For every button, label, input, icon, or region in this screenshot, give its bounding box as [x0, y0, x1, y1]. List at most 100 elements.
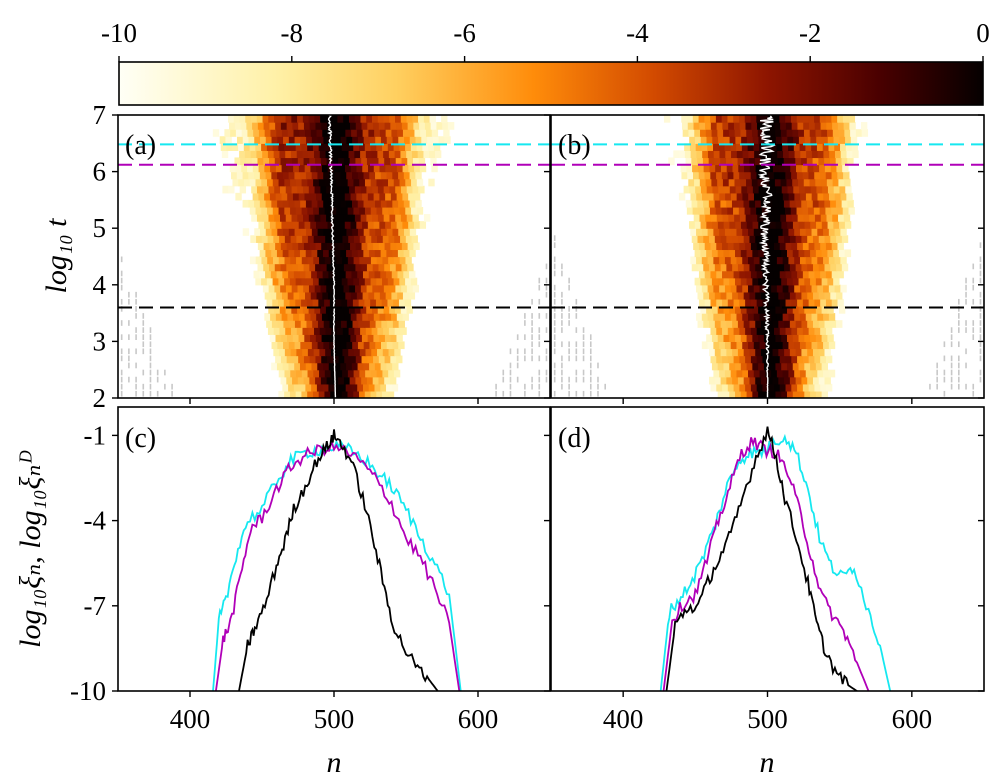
heat-cell [745, 242, 752, 251]
heat-cell [262, 185, 270, 194]
heat-cell [242, 199, 249, 208]
heat-cell [736, 284, 743, 293]
heat-cell [288, 362, 295, 371]
heat-cell [710, 122, 718, 130]
heat-cell [360, 306, 367, 314]
heat-gray-cell [958, 355, 960, 362]
heat-cell [832, 178, 840, 187]
heat-cell [823, 341, 830, 350]
heat-cell [701, 341, 709, 350]
heat-cell [310, 129, 318, 137]
heat-cell [689, 136, 696, 144]
heat-cell [786, 129, 793, 137]
heat-cell [363, 199, 370, 208]
heat-cell [298, 334, 305, 342]
heat-cell [333, 334, 340, 342]
heat-cell [826, 214, 833, 222]
heat-gray-cell [509, 369, 512, 376]
heat-cell [781, 277, 788, 286]
heat-cell [687, 115, 694, 123]
heat-cell [762, 270, 769, 279]
heat-cell [841, 235, 849, 243]
heat-cell [779, 206, 786, 215]
heat-cell [385, 192, 392, 201]
heat-cell [396, 242, 403, 251]
heat-cell [275, 313, 283, 321]
heat-cell [831, 270, 839, 279]
heat-gray-cell [979, 277, 982, 284]
heat-cell [699, 122, 706, 130]
heat-cell [398, 298, 406, 307]
heat-cell [730, 256, 738, 265]
heat-cell [828, 369, 836, 378]
heat-cell [388, 348, 395, 357]
heat-cell [387, 277, 395, 286]
heat-cell [705, 214, 712, 222]
heat-cell [267, 327, 275, 335]
heat-cell [817, 313, 824, 321]
heat-cell [315, 355, 322, 364]
heat-gray-cell [120, 306, 123, 312]
heat-cell [365, 235, 372, 243]
heat-cell [720, 291, 727, 300]
heat-cell [704, 242, 712, 251]
heat-cell [757, 214, 764, 222]
heat-cell [761, 291, 768, 300]
heat-cell [733, 115, 740, 123]
heat-cell [727, 206, 734, 215]
heat-cell [697, 235, 704, 243]
heat-cell [328, 291, 335, 300]
heat-cell [348, 327, 355, 335]
heat-cell [771, 150, 778, 159]
heat-cell [830, 291, 837, 300]
heat-cell [769, 334, 777, 342]
heat-cell [380, 270, 387, 279]
heat-cell [257, 122, 265, 130]
heat-cell [795, 291, 803, 300]
heat-cell [272, 256, 280, 265]
heat-cell [807, 376, 814, 385]
heat-cell [722, 270, 729, 279]
heat-cell [716, 298, 723, 307]
heat-cell [773, 355, 781, 364]
heat-cell [297, 284, 304, 293]
heat-cell [341, 143, 349, 151]
heat-cell [417, 150, 425, 159]
heat-cell [775, 249, 782, 258]
heat-cell [347, 390, 354, 398]
heat-cell [270, 129, 277, 137]
heat-cell [752, 334, 759, 342]
heat-cell [762, 122, 770, 130]
heat-cell [261, 178, 268, 187]
heat-gray-cell [509, 362, 512, 369]
heat-cell [745, 383, 752, 392]
heat-gray-cell [531, 313, 533, 319]
heat-gray-cell [509, 390, 512, 397]
heat-cell [758, 185, 766, 194]
heat-cell [256, 150, 263, 159]
heat-cell [742, 256, 749, 265]
heat-cell [309, 263, 316, 272]
heat-cell [335, 298, 342, 307]
heat-cell [329, 341, 336, 350]
heat-cell [738, 115, 746, 123]
heat-cell [823, 228, 830, 236]
heat-cell [294, 228, 301, 236]
heat-cell [284, 390, 291, 398]
heat-cell [351, 249, 359, 258]
heat-cell [799, 185, 806, 194]
heat-cell [262, 214, 270, 222]
heat-cell [744, 164, 751, 173]
heat-cell [343, 263, 351, 272]
heat-cell [838, 178, 845, 187]
heat-cell [775, 136, 783, 144]
heat-cell [701, 143, 708, 151]
heat-cell [222, 185, 229, 194]
heat-cell [242, 228, 250, 236]
heat-cell [841, 263, 849, 272]
heat-cell [837, 298, 844, 307]
heat-cell [701, 228, 709, 236]
heat-gray-cell [582, 348, 585, 355]
heat-cell [682, 129, 690, 137]
heat-cell [326, 284, 333, 293]
